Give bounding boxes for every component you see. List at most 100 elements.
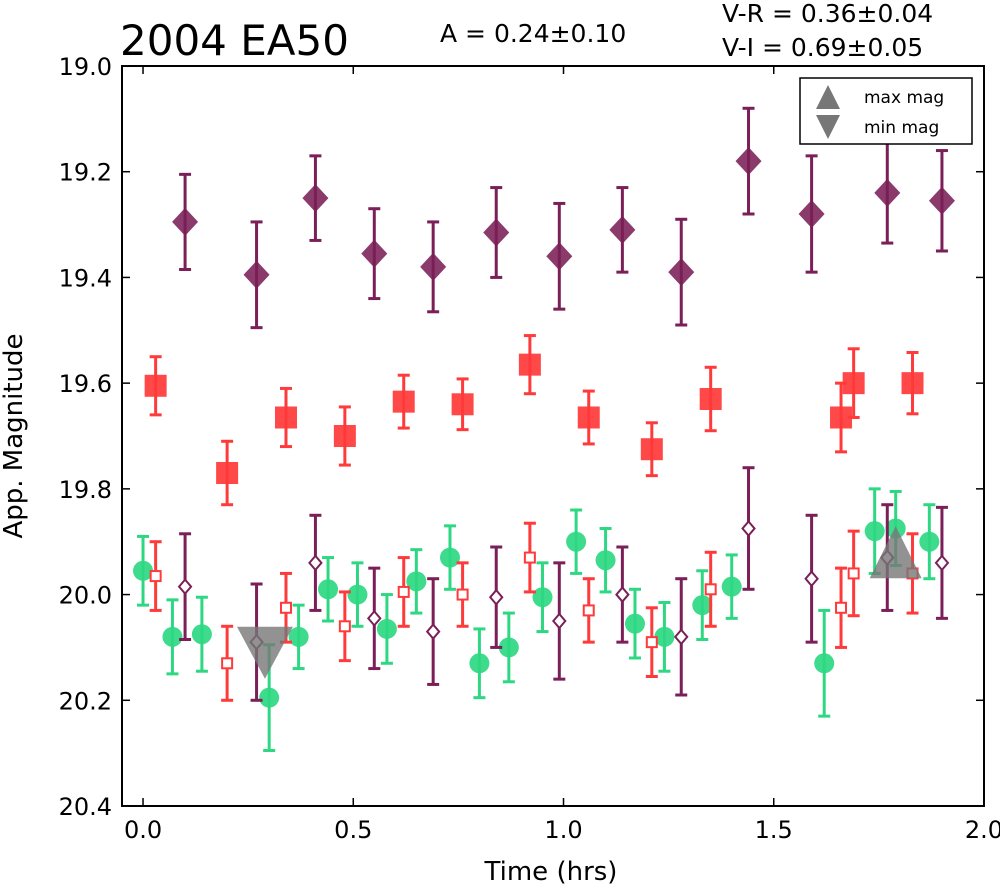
open-diamond-point [177,578,193,596]
open-square-point [279,601,292,614]
open-diamond-point [366,609,382,627]
open-square-point [338,620,351,633]
min-mag-triangle [236,626,293,679]
y-tick-label: 19.2 [59,159,112,187]
plot-area [133,106,955,752]
filled-diamond-point [302,184,329,213]
open-square-point [456,588,469,601]
filled-circle-point [721,576,742,597]
max-mag-legend-triangle-icon [816,85,840,109]
filled-diamond-point [609,215,636,244]
filled-circle-point [162,626,183,647]
filled-diamond-point [668,258,695,287]
filled-circle-point [919,531,940,552]
filled-square-point [830,406,853,429]
filled-diamond-point [546,242,573,271]
filled-square-point [333,425,356,447]
amplitude-label: A = 0.24±0.10 [440,19,626,48]
filled-circle-point [864,521,885,542]
filled-diamond-point [735,147,762,176]
open-diamond-point [488,588,504,606]
open-diamond-point [673,628,689,646]
open-diamond-point [551,612,567,630]
filled-circle-point [439,547,460,568]
x-tick-label: 0.0 [124,816,162,844]
open-square-point [149,570,162,583]
filled-circle-point [595,550,616,571]
open-square-point [835,601,848,614]
open-diamond-point [934,554,950,572]
filled-diamond-point [483,218,510,247]
filled-circle-point [814,653,835,674]
y-axis-label: App. Magnitude [0,333,29,538]
filled-diamond-point [798,200,825,228]
filled-circle-point [498,637,519,658]
y-tick-label: 19.8 [59,476,112,504]
filled-circle-point [532,587,553,608]
color-index-vi: V-I = 0.69±0.05 [722,33,923,62]
filled-square-point [451,393,474,416]
filled-circle-point [654,626,675,647]
filled-circle-point [692,595,713,616]
y-tick-label: 19.6 [59,370,112,398]
filled-diamond-point [172,207,199,236]
open-square-point [221,657,234,670]
filled-diamond-point [361,239,388,268]
filled-square-point [699,388,722,410]
filled-square-point [216,462,239,484]
filled-circle-point [288,626,309,647]
y-tick-label: 20.4 [59,793,112,821]
filled-diamond-point [243,260,270,289]
y-tick-label: 19.0 [59,53,112,81]
filled-square-point [640,438,663,461]
x-tick-label: 2.0 [965,816,1000,844]
filled-circle-point [406,571,427,592]
open-square-point [704,583,717,596]
x-tick-label: 1.5 [755,816,793,844]
filled-circle-point [566,531,587,552]
open-diamond-point [804,570,819,588]
filled-circle-point [376,618,397,639]
filled-square-point [274,406,297,429]
filled-square-point [518,353,541,376]
filled-circle-point [191,624,212,645]
chart-title: 2004 EA50 [120,16,349,65]
filled-diamond-point [420,252,447,281]
axes: 0.0 0.5 1.0 1.5 2.0 19.0 19.2 19.4 19.6 19.8 20.0 2… [59,53,1000,844]
open-diamond-point [425,623,441,641]
legend-label-max: max mag [864,88,944,108]
legend: max mag min mag [799,77,973,145]
open-diamond-point [741,519,756,538]
filled-square-point [842,372,865,395]
filled-circle-point [259,687,280,708]
filled-circle-point [624,613,645,634]
x-axis-label: Time (hrs) [484,857,618,887]
filled-circle-point [469,653,490,674]
filled-diamond-point [874,178,901,207]
filled-square-point [901,372,924,395]
y-tick-label: 20.0 [59,582,112,610]
legend-label-min: min mag [864,118,939,138]
max-mag-triangle [869,526,922,579]
y-tick-label: 19.4 [59,264,112,292]
open-diamond-point [615,586,630,604]
open-square-point [523,551,536,564]
min-mag-legend-triangle-icon [816,115,840,139]
y-tick-label: 20.2 [59,687,112,715]
filled-square-point [577,406,600,429]
x-tick-label: 0.5 [334,816,372,844]
open-square-point [847,567,860,580]
x-tick-label: 1.0 [544,816,582,844]
color-index-vr: V-R = 0.36±0.04 [722,0,933,28]
plot-frame [121,65,985,807]
filled-circle-point [347,584,368,605]
filled-circle-point [133,560,154,581]
open-square-point [397,585,410,598]
filled-diamond-point [928,186,955,215]
open-square-point [645,636,658,649]
open-square-point [582,604,595,617]
open-diamond-point [308,554,323,572]
filled-square-point [392,390,415,413]
filled-square-point [144,374,167,397]
